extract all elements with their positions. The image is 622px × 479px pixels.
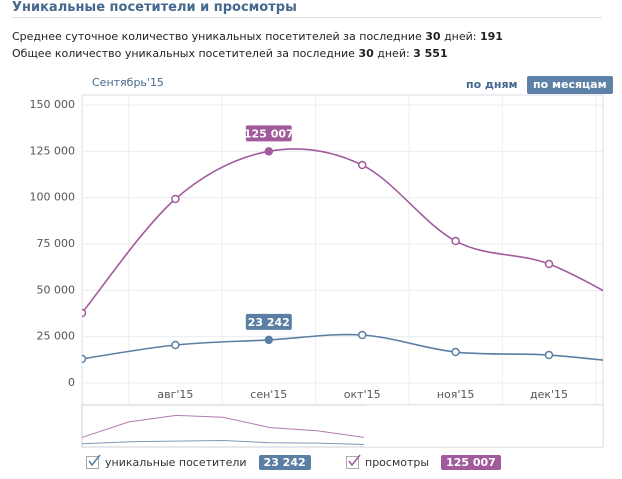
data-point: [82, 354, 87, 364]
data-point: [451, 236, 460, 246]
value-label: 125 007: [244, 127, 294, 140]
stat-unit: дней:: [377, 47, 410, 60]
x-tick-label: авг'15: [157, 388, 193, 401]
y-tick-label: 25 000: [37, 330, 76, 343]
y-tick-label: 125 000: [30, 144, 76, 157]
y-tick-label: 100 000: [30, 191, 76, 204]
days-button[interactable]: по дням: [466, 78, 518, 91]
data-point: [451, 347, 460, 357]
legend-label: просмотры: [365, 456, 430, 469]
data-point: [357, 160, 367, 170]
navigator-line: [81, 414, 365, 438]
stat-line: Среднее суточное количество уникальных п…: [12, 30, 503, 43]
legend-badge: 23 242: [258, 455, 311, 470]
value-label-bg: [245, 125, 292, 142]
page-title: Уникальные посетители и просмотры: [12, 0, 297, 15]
months-button[interactable]: по месяцам: [527, 76, 613, 94]
stat-text: Среднее суточное количество уникальных п…: [12, 30, 422, 43]
y-tick-label: 75 000: [37, 237, 76, 250]
data-point: [171, 340, 180, 350]
data-point: [264, 335, 274, 345]
stat-value: 3 551: [413, 47, 448, 60]
x-tick-label: сен'15: [250, 388, 287, 401]
x-tick-label: окт'15: [344, 388, 381, 401]
y-tick-label: 150 000: [30, 98, 76, 111]
x-tick-label: дек'15: [530, 388, 568, 401]
legend-item[interactable]: уникальные посетители 23 242: [86, 454, 311, 470]
period-label: Сентябрь'15: [92, 76, 164, 89]
plot-frame: [81, 94, 604, 406]
value-label: 23 242: [248, 316, 290, 329]
data-point: [544, 350, 554, 360]
checkbox[interactable]: [86, 454, 101, 469]
navigator-window: [365, 405, 603, 447]
data-point: [171, 194, 180, 204]
x-tick-label: ноя'15: [437, 388, 475, 401]
separator: [12, 17, 602, 18]
data-point: [82, 308, 87, 318]
data-point: [357, 330, 367, 340]
legend-item[interactable]: просмотры 125 007: [346, 454, 501, 470]
data-point: [264, 147, 274, 156]
stat-text: Общее количество уникальных посетителей …: [12, 47, 355, 60]
legend-label: уникальные посетители: [105, 456, 247, 469]
value-label-bg: [245, 313, 292, 330]
series-line: [82, 333, 603, 361]
stat-days: 30: [358, 47, 374, 60]
stat-unit: дней:: [444, 30, 477, 43]
checkbox[interactable]: [346, 454, 361, 469]
stat-days: 30: [425, 30, 441, 43]
plot-area: [82, 147, 603, 364]
navigator-line: [81, 439, 365, 445]
legend-badge: 125 007: [441, 455, 501, 470]
data-point: [544, 259, 554, 269]
series-line: [82, 148, 603, 314]
y-tick-label: 50 000: [37, 283, 76, 296]
stat-value: 191: [479, 30, 503, 43]
stat-line: Общее количество уникальных посетителей …: [12, 47, 448, 60]
y-tick-label: 0: [68, 376, 75, 389]
